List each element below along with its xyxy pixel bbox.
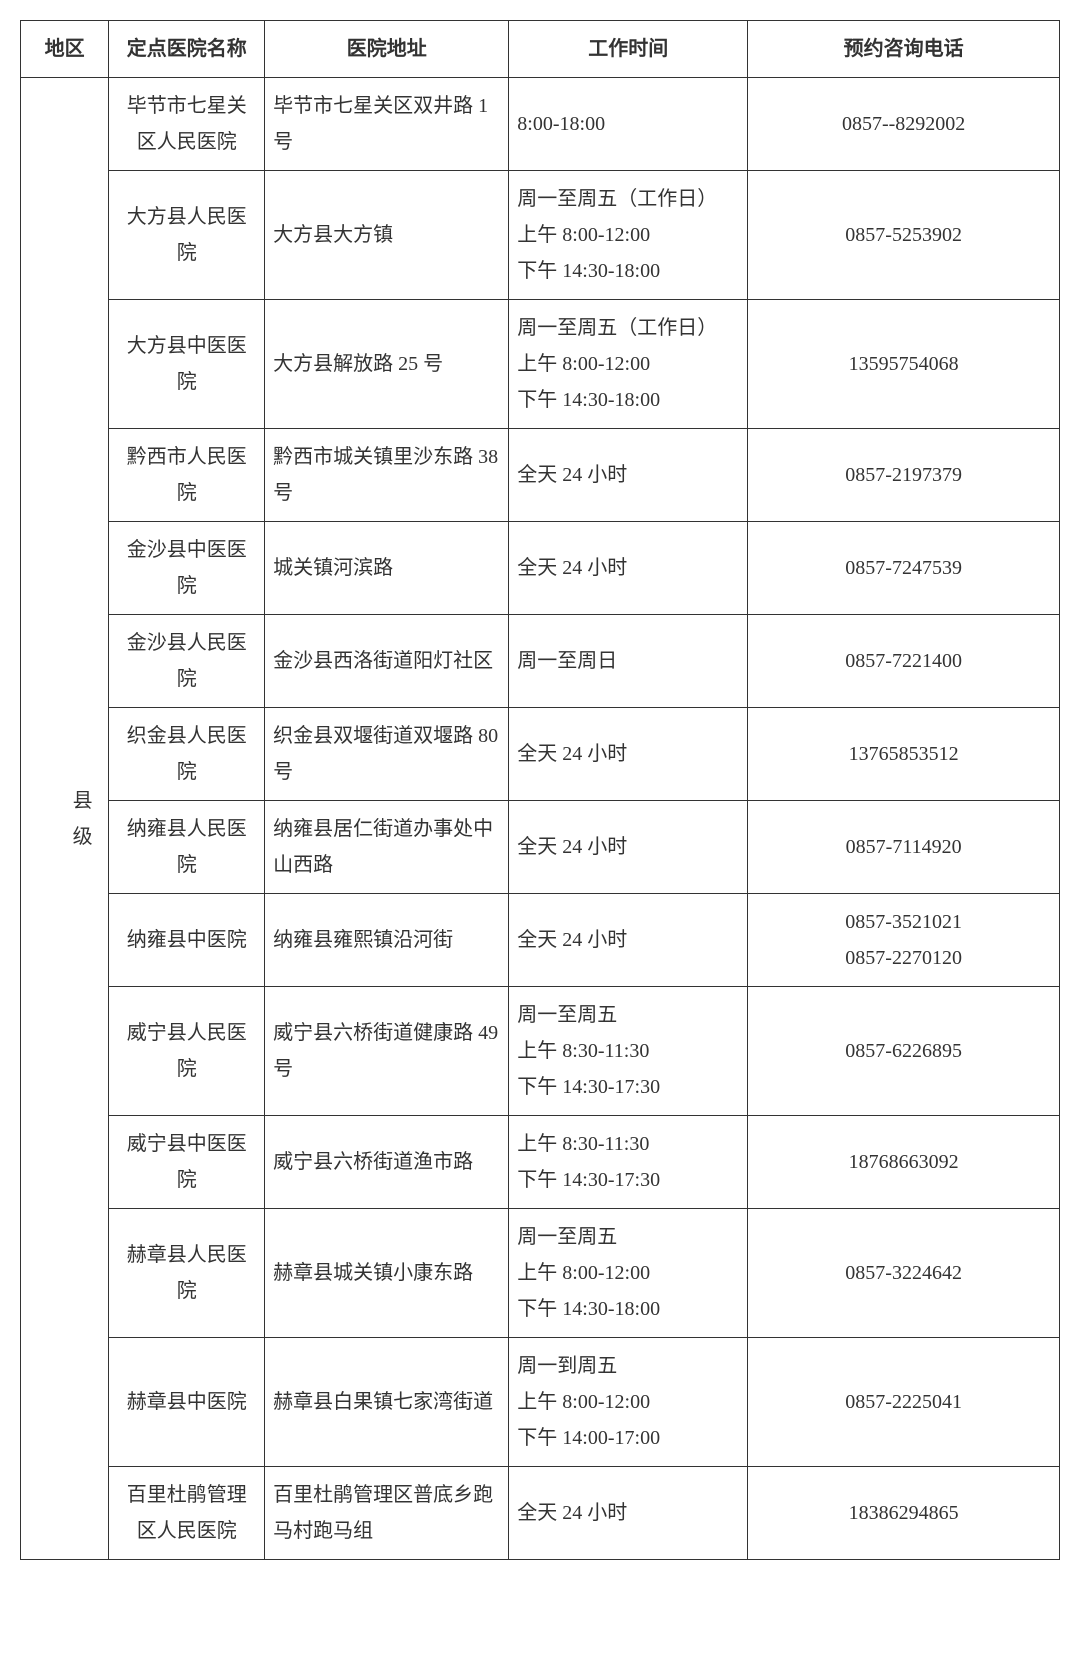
table-row: 百里杜鹃管理区人民医院百里杜鹃管理区普底乡跑马村跑马组全天 24 小时18386…: [21, 1467, 1060, 1560]
phone-cell: 13595754068: [748, 300, 1060, 429]
header-hospital: 定点医院名称: [109, 21, 265, 78]
address-cell: 赫章县城关镇小康东路: [265, 1209, 509, 1338]
hospital-name-cell: 织金县人民医院: [109, 708, 265, 801]
table-row: 金沙县人民医院金沙县西洛街道阳灯社区周一至周日0857-7221400: [21, 615, 1060, 708]
hospital-name-cell: 大方县中医医院: [109, 300, 265, 429]
address-cell: 城关镇河滨路: [265, 522, 509, 615]
address-cell: 毕节市七星关区双井路 1 号: [265, 78, 509, 171]
table-row: 织金县人民医院织金县双堰街道双堰路 80 号全天 24 小时1376585351…: [21, 708, 1060, 801]
table-row: 赫章县中医院赫章县白果镇七家湾街道周一到周五上午 8:00-12:00下午 14…: [21, 1338, 1060, 1467]
address-cell: 大方县大方镇: [265, 171, 509, 300]
hospital-name-cell: 纳雍县中医院: [109, 894, 265, 987]
hospital-name-cell: 威宁县中医医院: [109, 1116, 265, 1209]
table-row: 赫章县人民医院赫章县城关镇小康东路周一至周五上午 8:00-12:00下午 14…: [21, 1209, 1060, 1338]
address-cell: 黔西市城关镇里沙东路 38 号: [265, 429, 509, 522]
hours-cell: 周一至周五上午 8:30-11:30下午 14:30-17:30: [509, 987, 748, 1116]
phone-cell: 0857-6226895: [748, 987, 1060, 1116]
phone-cell: 0857-5253902: [748, 171, 1060, 300]
phone-cell: 0857-3224642: [748, 1209, 1060, 1338]
hours-cell: 全天 24 小时: [509, 429, 748, 522]
address-cell: 威宁县六桥街道健康路 49 号: [265, 987, 509, 1116]
table-body: 县级毕节市七星关区人民医院毕节市七星关区双井路 1 号8:00-18:00085…: [21, 78, 1060, 1560]
phone-cell: 0857-2225041: [748, 1338, 1060, 1467]
table-row: 威宁县中医医院威宁县六桥街道渔市路上午 8:30-11:30下午 14:30-1…: [21, 1116, 1060, 1209]
header-phone: 预约咨询电话: [748, 21, 1060, 78]
hospital-name-cell: 毕节市七星关区人民医院: [109, 78, 265, 171]
hours-cell: 全天 24 小时: [509, 801, 748, 894]
address-cell: 大方县解放路 25 号: [265, 300, 509, 429]
address-cell: 金沙县西洛街道阳灯社区: [265, 615, 509, 708]
hospital-name-cell: 金沙县人民医院: [109, 615, 265, 708]
phone-cell: 0857-7114920: [748, 801, 1060, 894]
hospital-name-cell: 百里杜鹃管理区人民医院: [109, 1467, 265, 1560]
hours-cell: 周一至周五（工作日）上午 8:00-12:00下午 14:30-18:00: [509, 171, 748, 300]
table-row: 大方县人民医院大方县大方镇周一至周五（工作日）上午 8:00-12:00下午 1…: [21, 171, 1060, 300]
header-address: 医院地址: [265, 21, 509, 78]
hospital-name-cell: 金沙县中医医院: [109, 522, 265, 615]
region-cell-outer: [21, 78, 57, 1560]
phone-cell: 0857-7247539: [748, 522, 1060, 615]
address-cell: 威宁县六桥街道渔市路: [265, 1116, 509, 1209]
hospital-table: 地区 定点医院名称 医院地址 工作时间 预约咨询电话 县级毕节市七星关区人民医院…: [20, 20, 1060, 1560]
address-cell: 百里杜鹃管理区普底乡跑马村跑马组: [265, 1467, 509, 1560]
hours-cell: 周一至周五上午 8:00-12:00下午 14:30-18:00: [509, 1209, 748, 1338]
phone-cell: 0857--8292002: [748, 78, 1060, 171]
table-row: 威宁县人民医院威宁县六桥街道健康路 49 号周一至周五上午 8:30-11:30…: [21, 987, 1060, 1116]
hospital-name-cell: 赫章县中医院: [109, 1338, 265, 1467]
hospital-name-cell: 纳雍县人民医院: [109, 801, 265, 894]
table-row: 纳雍县人民医院纳雍县居仁街道办事处中山西路全天 24 小时0857-711492…: [21, 801, 1060, 894]
phone-cell: 0857-35210210857-2270120: [748, 894, 1060, 987]
header-region: 地区: [21, 21, 109, 78]
table-row: 纳雍县中医院纳雍县雍熙镇沿河街全天 24 小时0857-35210210857-…: [21, 894, 1060, 987]
table-row: 县级毕节市七星关区人民医院毕节市七星关区双井路 1 号8:00-18:00085…: [21, 78, 1060, 171]
table-row: 金沙县中医医院城关镇河滨路全天 24 小时0857-7247539: [21, 522, 1060, 615]
hours-cell: 8:00-18:00: [509, 78, 748, 171]
hours-cell: 全天 24 小时: [509, 708, 748, 801]
phone-cell: 0857-2197379: [748, 429, 1060, 522]
hospital-name-cell: 大方县人民医院: [109, 171, 265, 300]
phone-cell: 0857-7221400: [748, 615, 1060, 708]
address-cell: 纳雍县雍熙镇沿河街: [265, 894, 509, 987]
hospital-name-cell: 赫章县人民医院: [109, 1209, 265, 1338]
table-header-row: 地区 定点医院名称 医院地址 工作时间 预约咨询电话: [21, 21, 1060, 78]
hours-cell: 上午 8:30-11:30下午 14:30-17:30: [509, 1116, 748, 1209]
hospital-name-cell: 威宁县人民医院: [109, 987, 265, 1116]
hours-cell: 全天 24 小时: [509, 894, 748, 987]
hours-cell: 全天 24 小时: [509, 1467, 748, 1560]
level-cell: 县级: [57, 78, 109, 1560]
hours-cell: 周一到周五上午 8:00-12:00下午 14:00-17:00: [509, 1338, 748, 1467]
hospital-name-cell: 黔西市人民医院: [109, 429, 265, 522]
hours-cell: 周一至周日: [509, 615, 748, 708]
hours-cell: 全天 24 小时: [509, 522, 748, 615]
phone-cell: 13765853512: [748, 708, 1060, 801]
address-cell: 纳雍县居仁街道办事处中山西路: [265, 801, 509, 894]
hours-cell: 周一至周五（工作日）上午 8:00-12:00下午 14:30-18:00: [509, 300, 748, 429]
address-cell: 织金县双堰街道双堰路 80 号: [265, 708, 509, 801]
table-row: 黔西市人民医院黔西市城关镇里沙东路 38 号全天 24 小时0857-21973…: [21, 429, 1060, 522]
phone-cell: 18386294865: [748, 1467, 1060, 1560]
phone-cell: 18768663092: [748, 1116, 1060, 1209]
table-row: 大方县中医医院大方县解放路 25 号周一至周五（工作日）上午 8:00-12:0…: [21, 300, 1060, 429]
address-cell: 赫章县白果镇七家湾街道: [265, 1338, 509, 1467]
header-hours: 工作时间: [509, 21, 748, 78]
